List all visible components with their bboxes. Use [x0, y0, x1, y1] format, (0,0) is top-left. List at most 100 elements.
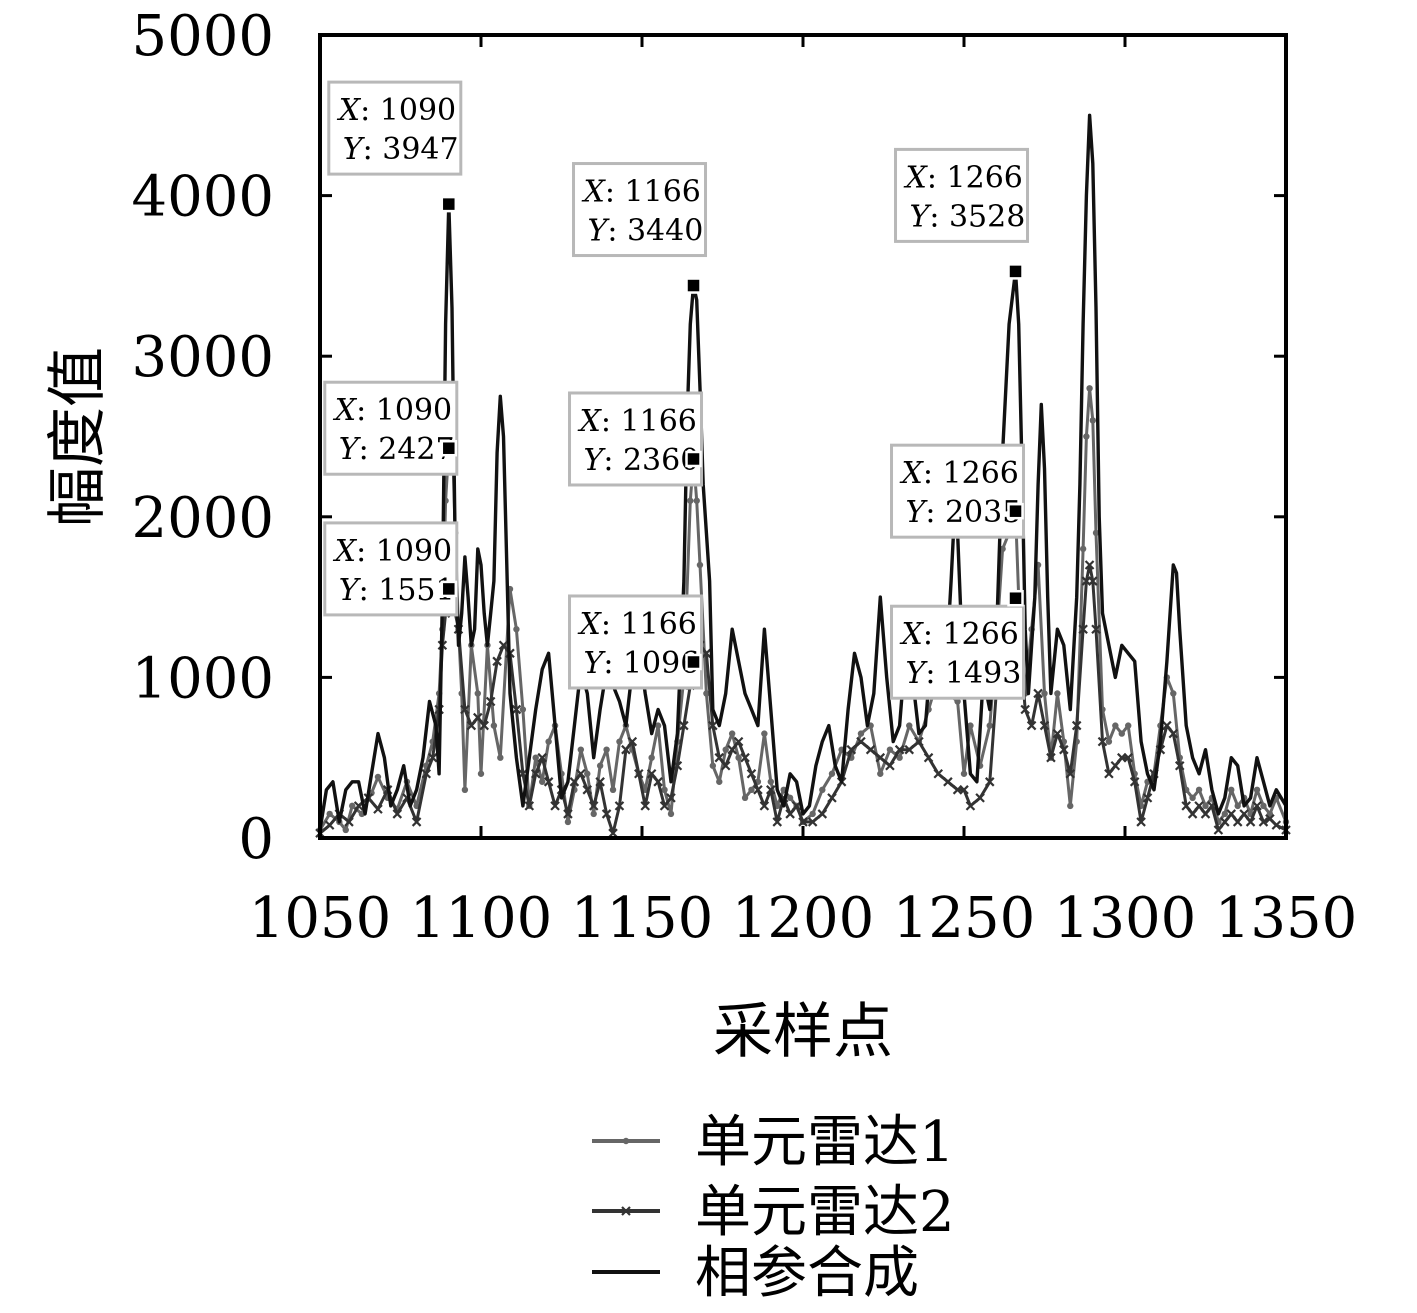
- data-point: [667, 810, 675, 818]
- data-point: [374, 773, 382, 781]
- datatip: X: 1090 Y: 2427: [323, 380, 459, 476]
- data-point: [654, 722, 662, 729]
- data-point: [1091, 624, 1101, 634]
- datatip-marker: [685, 450, 702, 468]
- series-line: [318, 386, 1288, 832]
- datatip-x-text: X: 1166: [578, 607, 697, 642]
- data-point: [740, 752, 750, 763]
- data-point: [1195, 786, 1203, 794]
- data-point: [727, 744, 737, 755]
- data-point: [411, 817, 422, 827]
- data-point: [530, 768, 541, 779]
- data-point: [392, 809, 403, 819]
- data-point: [696, 561, 704, 569]
- data-point: [603, 746, 610, 753]
- data-point: [923, 752, 934, 763]
- data-point: [1083, 433, 1090, 440]
- data-point: [576, 768, 586, 779]
- data-point: [1253, 786, 1261, 794]
- data-point: [473, 712, 483, 723]
- plot-series-group: [315, 113, 1291, 838]
- datatip-x-text: X: 1090: [333, 393, 452, 428]
- data-point: [687, 497, 694, 504]
- data-point: [703, 690, 710, 697]
- datatip-y-text: Y: 3528: [910, 199, 1026, 234]
- datatip: X: 1090 Y: 1551: [323, 521, 459, 617]
- data-point: [809, 810, 816, 818]
- data-point: [759, 801, 770, 811]
- x-tick-label: 1250: [893, 886, 1036, 951]
- data-point: [954, 698, 961, 705]
- data-point: [490, 722, 498, 729]
- data-point: [1097, 736, 1108, 747]
- data-point: [735, 754, 742, 761]
- data-point: [746, 768, 757, 779]
- data-point: [933, 768, 944, 779]
- data-point: [766, 785, 776, 795]
- datatip-marker: [440, 439, 458, 457]
- data-point: [1105, 738, 1113, 745]
- y-tick-label: 1000: [131, 646, 274, 711]
- datatip: X: 1266 Y: 1493: [890, 589, 1026, 700]
- datatip-x-text: X: 1166: [578, 404, 697, 439]
- data-point: [819, 786, 826, 794]
- data-point: [1170, 690, 1177, 697]
- series-line: [319, 563, 1287, 835]
- data-point: [1271, 820, 1282, 830]
- data-point: [1221, 810, 1229, 818]
- data-point: [786, 794, 794, 802]
- data-point: [601, 809, 612, 819]
- data-point: [885, 760, 895, 771]
- series-line: [318, 113, 1288, 831]
- data-point: [577, 746, 585, 753]
- data-point: [1200, 809, 1211, 819]
- datatip-marker: [440, 195, 458, 213]
- data-point: [856, 736, 866, 747]
- data-point: [1123, 752, 1133, 763]
- datatip: X: 1166 Y: 3440: [572, 162, 708, 294]
- data-point: [896, 754, 903, 761]
- data-point: [498, 640, 509, 651]
- data-point: [728, 730, 736, 737]
- data-point: [595, 777, 605, 787]
- data-point: [513, 626, 520, 633]
- data-point: [1104, 768, 1114, 779]
- data-point: [550, 801, 560, 811]
- data-point: [1033, 688, 1043, 699]
- data-point: [1258, 817, 1269, 827]
- data-point: [477, 770, 485, 777]
- data-point: [827, 793, 837, 803]
- data-point: [1089, 417, 1097, 424]
- data-point: [497, 754, 504, 761]
- data-point: [679, 720, 689, 731]
- data-point: [748, 786, 755, 794]
- data-point: [1039, 720, 1050, 731]
- data-point: [324, 820, 335, 830]
- data-point: [1054, 690, 1061, 697]
- data-point: [906, 722, 913, 729]
- data-point: [627, 736, 638, 747]
- data-point: [986, 722, 993, 729]
- datatip-y-text: Y: 3440: [588, 214, 704, 249]
- datatip: X: 1266 Y: 3528: [894, 147, 1030, 280]
- data-point: [666, 793, 676, 803]
- datatip-marker: [1007, 502, 1024, 520]
- datatip-x-text: X: 1266: [900, 617, 1019, 652]
- data-point: [616, 738, 623, 745]
- data-point: [1168, 728, 1179, 739]
- data-point: [894, 744, 905, 755]
- data-point: [659, 801, 670, 811]
- data-point: [1026, 720, 1037, 731]
- data-point: [461, 786, 469, 794]
- data-point: [1020, 704, 1030, 715]
- datatip-box: [890, 443, 1026, 539]
- datatip-x-text: X: 1266: [904, 160, 1023, 195]
- data-point: [798, 817, 808, 827]
- data-point: [965, 801, 976, 811]
- y-tick-label: 4000: [131, 165, 274, 230]
- data-point: [1162, 720, 1172, 731]
- data-point: [1046, 752, 1056, 763]
- data-point: [709, 762, 717, 769]
- data-point: [1059, 744, 1069, 755]
- data-point: [1142, 793, 1153, 803]
